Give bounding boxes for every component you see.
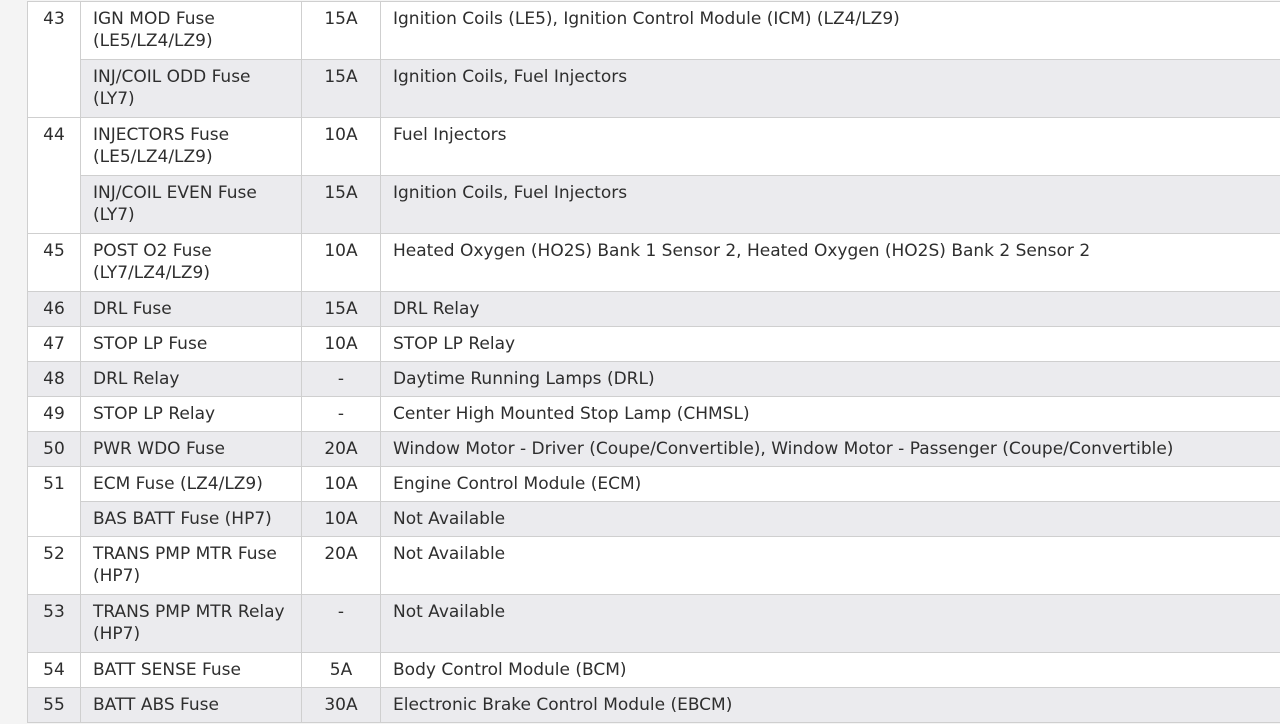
fuse-number-cell: 51: [27, 466, 81, 537]
fuse-usage-cell: Ignition Coils (LE5), Ignition Control M…: [380, 1, 1280, 60]
table-row: 49 STOP LP Relay - Center High Mounted Stop…: [27, 396, 1280, 432]
fuse-number-cell: 45: [27, 233, 81, 292]
fuse-usage-cell: Electronic Brake Control Module (EBCM): [380, 687, 1280, 723]
fuse-name-cell: POST O2 Fuse (LY7/LZ4/LZ9): [80, 233, 302, 292]
fuse-rating-cell: 10A: [301, 117, 381, 176]
fuse-number-cell: 44: [27, 117, 81, 234]
fuse-usage-cell: Ignition Coils, Fuel Injectors: [380, 175, 1280, 234]
fuse-rating-cell: 10A: [301, 326, 381, 362]
table-row: 53 TRANS PMP MTR Relay (HP7) - Not Availabl…: [27, 594, 1280, 653]
fuse-rating-cell: 10A: [301, 466, 381, 502]
fuse-usage-cell: STOP LP Relay: [380, 326, 1280, 362]
table-row: 47 STOP LP Fuse 10A STOP LP Relay: [27, 326, 1280, 362]
table-row: INJ/COIL ODD Fuse (LY7) 15A Ignition Coils…: [28, 59, 1280, 118]
fuse-rating-cell: -: [301, 396, 381, 432]
table-row: INJ/COIL EVEN Fuse (LY7) 15A Ignition Coil…: [28, 175, 1280, 234]
table-row: 52 TRANS PMP MTR Fuse (HP7) 20A Not Availab…: [27, 536, 1280, 595]
fuse-usage-cell: Daytime Running Lamps (DRL): [380, 361, 1280, 397]
table-row: 46 DRL Fuse 15A DRL Relay: [27, 291, 1280, 327]
table-row: 51 ECM Fuse (LZ4/LZ9) 10A Engine Control Mo…: [27, 466, 1280, 537]
fuse-rating-cell: 5A: [301, 652, 381, 688]
table-row: 48 DRL Relay - Daytime Running Lamps (DRL): [27, 361, 1280, 397]
fuse-name-cell: ECM Fuse (LZ4/LZ9): [80, 466, 302, 502]
fuse-number-cell: 47: [27, 326, 81, 362]
fuse-name-cell: STOP LP Fuse: [80, 326, 302, 362]
fuse-name-cell: BATT ABS Fuse: [80, 687, 302, 723]
fuse-name-cell: IGN MOD Fuse (LE5/LZ4/LZ9): [80, 1, 302, 60]
fuse-rating-cell: 15A: [301, 175, 381, 234]
fuse-number-cell: 50: [27, 431, 81, 467]
fuse-name-cell: TRANS PMP MTR Fuse (HP7): [80, 536, 302, 595]
fuse-number-cell: 49: [27, 396, 81, 432]
fuse-usage-cell: Fuel Injectors: [380, 117, 1280, 176]
fuse-usage-cell: Engine Control Module (ECM): [380, 466, 1280, 502]
fuse-rating-cell: 15A: [301, 59, 381, 118]
fuse-number-cell: 54: [27, 652, 81, 688]
fuse-rating-cell: -: [301, 594, 381, 653]
fuse-name-cell: INJ/COIL EVEN Fuse (LY7): [80, 175, 302, 234]
fuse-name-cell: PWR WDO Fuse: [80, 431, 302, 467]
fuse-name-cell: STOP LP Relay: [80, 396, 302, 432]
fuse-name-cell: INJECTORS Fuse (LE5/LZ4/LZ9): [80, 117, 302, 176]
fuse-name-cell: TRANS PMP MTR Relay (HP7): [80, 594, 302, 653]
table-row: 54 BATT SENSE Fuse 5A Body Control Module (…: [27, 652, 1280, 688]
fuse-name-cell: DRL Fuse: [80, 291, 302, 327]
fuse-usage-cell: Heated Oxygen (HO2S) Bank 1 Sensor 2, He…: [380, 233, 1280, 292]
fuse-usage-cell: Not Available: [380, 501, 1280, 537]
fuse-name-cell: INJ/COIL ODD Fuse (LY7): [80, 59, 302, 118]
fuse-number-cell: 52: [27, 536, 81, 595]
fuse-number-cell: 55: [27, 687, 81, 723]
fuse-rating-cell: -: [301, 361, 381, 397]
fuse-name-cell: BAS BATT Fuse (HP7): [80, 501, 302, 537]
table-row: 50 PWR WDO Fuse 20A Window Motor - Driver (…: [27, 431, 1280, 467]
fuse-number-cell: 43: [27, 1, 81, 118]
fuse-number-cell: 46: [27, 291, 81, 327]
table-row: BAS BATT Fuse (HP7) 10A Not Available: [28, 501, 1280, 537]
fuse-usage-cell: DRL Relay: [380, 291, 1280, 327]
fuse-rating-cell: 10A: [301, 233, 381, 292]
table-row: 44 INJECTORS Fuse (LE5/LZ4/LZ9) 10A Fuel In…: [27, 117, 1280, 234]
fuse-rating-cell: 20A: [301, 431, 381, 467]
fuse-rating-cell: 20A: [301, 536, 381, 595]
fuse-rating-cell: 15A: [301, 1, 381, 60]
table-row: 43 IGN MOD Fuse (LE5/LZ4/LZ9) 15A Ignition …: [27, 1, 1280, 118]
table-row: 45 POST O2 Fuse (LY7/LZ4/LZ9) 10A Heated Ox…: [27, 233, 1280, 292]
fuse-number-cell: 48: [27, 361, 81, 397]
fuse-rating-cell: 15A: [301, 291, 381, 327]
fuse-usage-cell: Not Available: [380, 536, 1280, 595]
fuse-table: 43 IGN MOD Fuse (LE5/LZ4/LZ9) 15A Ignition …: [27, 1, 1280, 723]
fuse-name-cell: DRL Relay: [80, 361, 302, 397]
fuse-number-cell: 53: [27, 594, 81, 653]
table-row: 55 BATT ABS Fuse 30A Electronic Brake Contr…: [27, 687, 1280, 723]
fuse-usage-cell: Ignition Coils, Fuel Injectors: [380, 59, 1280, 118]
fuse-usage-cell: Window Motor - Driver (Coupe/Convertible…: [380, 431, 1280, 467]
fuse-usage-cell: Center High Mounted Stop Lamp (CHMSL): [380, 396, 1280, 432]
fuse-rating-cell: 10A: [301, 501, 381, 537]
fuse-usage-cell: Not Available: [380, 594, 1280, 653]
fuse-name-cell: BATT SENSE Fuse: [80, 652, 302, 688]
fuse-rating-cell: 30A: [301, 687, 381, 723]
fuse-usage-cell: Body Control Module (BCM): [380, 652, 1280, 688]
